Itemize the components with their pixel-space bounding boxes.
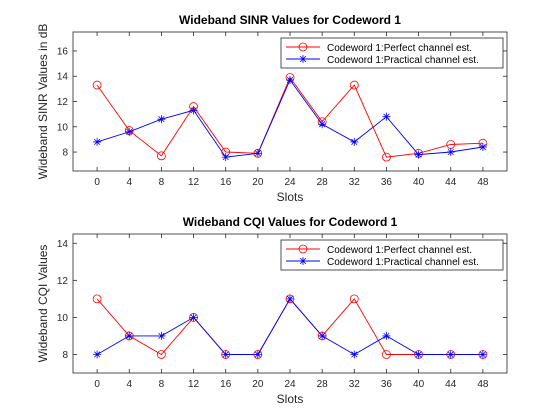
cqi-practical-marker <box>253 350 262 359</box>
cqi-practical-marker <box>318 331 327 340</box>
cqi-practical-marker <box>286 294 294 303</box>
cqi-y-tick-label: 14 <box>57 239 69 250</box>
cqi-x-ticks: 0 4 8 12 16 20 24 28 32 36 40 44 48 <box>94 234 489 390</box>
sinr-x-tick-label: 28 <box>317 177 329 188</box>
cqi-x-tick-label: 20 <box>252 379 264 390</box>
cqi-practical-marker <box>382 331 391 340</box>
cqi-practical-marker <box>157 331 166 340</box>
cqi-practical-marker <box>446 350 455 359</box>
cqi-legend-practical-marker <box>299 257 307 265</box>
sinr-y-tick-label: 16 <box>57 46 69 57</box>
cqi-practical-marker <box>189 313 198 322</box>
sinr-practical-marker <box>286 76 294 85</box>
cqi-chart-title: Wideband CQI Values for Codeword 1 <box>183 215 398 229</box>
sinr-x-ticks: 0 4 8 12 16 20 24 28 32 36 40 44 48 <box>94 32 489 188</box>
cqi-legend-practical-label: Codeword 1:Practical channel est. <box>327 257 479 268</box>
sinr-y-axis-label: Wideband SINR Values in dB <box>36 24 50 180</box>
sinr-practical-marker <box>382 112 391 121</box>
cqi-x-tick-label: 16 <box>220 379 232 390</box>
sinr-legend-practical-marker <box>299 55 307 63</box>
cqi-legend-box <box>280 239 504 271</box>
cqi-x-tick-label: 32 <box>349 379 361 390</box>
cqi-x-tick-label: 44 <box>445 379 457 390</box>
sinr-legend-perfect-marker <box>298 42 308 52</box>
sinr-legend-practical-label: Codeword 1:Practical channel est. <box>327 55 479 66</box>
sinr-legend: Codeword 1:Perfect channel est. Codeword… <box>280 37 504 69</box>
cqi-y-tick-label: 10 <box>57 313 69 324</box>
cqi-perfect-marker <box>157 350 166 359</box>
sinr-legend-perfect-label: Codeword 1:Perfect channel est. <box>327 43 472 54</box>
sinr-practical-marker <box>414 150 423 159</box>
sinr-legend-box <box>280 37 504 69</box>
cqi-perfect-marker <box>382 350 391 359</box>
sinr-y-ticks: 8 10 12 14 16 <box>57 46 507 159</box>
cqi-x-tick-label: 12 <box>188 379 200 390</box>
cqi-practical-marker <box>125 331 134 340</box>
cqi-practical-marker <box>414 350 423 359</box>
cqi-y-axis-label: Wideband CQI Values <box>36 245 50 363</box>
sinr-x-tick-label: 8 <box>159 177 165 188</box>
cqi-x-axis-label: Slots <box>277 392 304 406</box>
sinr-x-tick-label: 36 <box>381 177 393 188</box>
sinr-practical-marker <box>446 148 455 157</box>
sinr-practical-marker <box>253 149 262 158</box>
cqi-practical-marker <box>478 350 487 359</box>
cqi-series-markers <box>92 294 488 359</box>
sinr-y-tick-label: 8 <box>62 148 68 159</box>
sinr-y-tick-label: 10 <box>57 122 69 133</box>
cqi-x-tick-label: 8 <box>159 379 165 390</box>
sinr-y-tick-label: 12 <box>57 97 69 108</box>
sinr-x-tick-label: 20 <box>252 177 264 188</box>
sinr-x-axis-label: Slots <box>277 190 304 204</box>
cqi-y-tick-label: 12 <box>57 276 69 287</box>
sinr-x-tick-label: 16 <box>220 177 232 188</box>
cqi-practical-marker <box>350 350 359 359</box>
cqi-legend: Codeword 1:Perfect channel est. Codeword… <box>280 239 504 271</box>
sinr-chart-title: Wideband SINR Values for Codeword 1 <box>179 13 401 27</box>
cqi-x-tick-label: 28 <box>317 379 329 390</box>
sinr-x-tick-label: 24 <box>284 177 296 188</box>
sinr-practical-marker <box>350 137 359 146</box>
sinr-practical-marker <box>318 120 327 129</box>
sinr-x-tick-label: 0 <box>94 177 100 188</box>
sinr-practical-marker <box>125 127 134 136</box>
sinr-perfect-marker <box>349 80 359 90</box>
sinr-practical-marker <box>157 115 166 124</box>
sinr-perfect-marker <box>92 80 102 90</box>
sinr-perfect-marker <box>382 152 391 162</box>
sinr-perfect-marker <box>157 151 166 161</box>
cqi-practical-marker <box>221 350 230 359</box>
sinr-practical-marker <box>221 153 230 162</box>
sinr-x-tick-label: 40 <box>413 177 425 188</box>
cqi-perfect-marker <box>92 294 102 304</box>
cqi-legend-perfect-marker <box>298 244 308 254</box>
sinr-y-tick-label: 14 <box>57 72 69 83</box>
sinr-practical-marker <box>478 142 487 151</box>
sinr-x-tick-label: 44 <box>445 177 457 188</box>
cqi-x-tick-label: 4 <box>126 379 132 390</box>
cqi-y-tick-label: 8 <box>62 350 68 361</box>
cqi-perfect-marker <box>349 294 359 304</box>
cqi-practical-marker <box>93 350 102 359</box>
sinr-x-tick-label: 32 <box>349 177 361 188</box>
cqi-x-tick-label: 36 <box>381 379 393 390</box>
cqi-x-tick-label: 40 <box>413 379 425 390</box>
sinr-series-markers <box>92 73 488 162</box>
sinr-x-tick-label: 48 <box>477 177 489 188</box>
cqi-x-tick-label: 24 <box>284 379 296 390</box>
cqi-x-tick-label: 0 <box>94 379 100 390</box>
sinr-x-tick-label: 12 <box>188 177 200 188</box>
sinr-practical-marker <box>189 106 198 115</box>
sinr-x-tick-label: 4 <box>126 177 132 188</box>
cqi-y-ticks: 8 10 12 14 <box>57 239 507 361</box>
sinr-practical-marker <box>93 137 102 146</box>
cqi-legend-perfect-label: Codeword 1:Perfect channel est. <box>327 245 472 256</box>
cqi-x-tick-label: 48 <box>477 379 489 390</box>
